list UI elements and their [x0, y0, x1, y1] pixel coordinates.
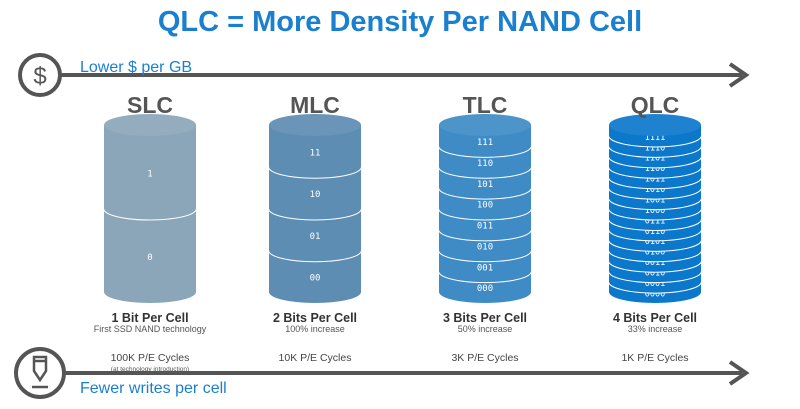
level-label: 011 — [477, 222, 493, 232]
top-axis-label: Lower $ per GB — [80, 59, 193, 76]
cell-level — [269, 125, 361, 178]
tech-name: QLC — [630, 92, 680, 118]
bottom-arrow — [60, 360, 750, 386]
level-label: 010 — [477, 242, 493, 252]
pe-cycles: 3K P/E Cycles — [451, 352, 519, 364]
cylinder-qlc: 0000000100100011010001010110011110001001… — [608, 114, 702, 303]
level-label: 1101 — [645, 154, 665, 164]
level-label: 1110 — [645, 143, 665, 153]
bits-per-cell: 4 Bits Per Cell — [612, 311, 698, 325]
tech-name: MLC — [290, 92, 340, 118]
bits-per-cell: 2 Bits Per Cell — [272, 311, 358, 325]
level-label: 1100 — [645, 164, 665, 174]
cylinder-tlc: 000 001 010 011 100 101 110 111 — [438, 114, 532, 303]
level-label: 01 — [310, 232, 321, 242]
cell-level — [269, 250, 361, 303]
bits-per-cell: 1 Bit Per Cell — [111, 311, 189, 325]
pencil-icon — [14, 347, 66, 399]
cylinder-top — [609, 114, 701, 136]
level-label: 0111 — [645, 216, 665, 226]
level-label: 1001 — [645, 195, 665, 205]
cylinder-mlc: 00 01 10 11 — [268, 114, 362, 303]
cylinder-top — [439, 114, 531, 136]
tech-note: 50% increase — [457, 324, 513, 334]
level-label: 0100 — [645, 248, 665, 258]
level-label: 000 — [477, 284, 493, 294]
dollar-icon: $ — [18, 53, 62, 97]
level-label: 0000 — [645, 289, 665, 299]
pe-note: (at technology introduction) — [110, 366, 190, 373]
level-label: 001 — [477, 263, 493, 273]
level-label: 11 — [310, 148, 321, 158]
level-label: 0 — [147, 253, 152, 263]
pe-cycles: 10K P/E Cycles — [278, 352, 352, 364]
level-label: 00 — [310, 274, 321, 284]
level-label: 110 — [477, 159, 493, 169]
level-label: 1010 — [645, 185, 665, 195]
level-label: 1 — [147, 169, 152, 179]
level-label: 0101 — [645, 237, 665, 247]
pe-cycles: 100K P/E Cycles — [110, 352, 190, 364]
svg-text:$: $ — [33, 63, 46, 90]
level-label: 1000 — [645, 206, 665, 216]
cell-level — [104, 208, 196, 303]
level-label: 1111 — [645, 133, 665, 143]
cylinder-top — [269, 114, 361, 136]
level-label: 100 — [477, 201, 493, 211]
pe-cycles: 1K P/E Cycles — [621, 352, 689, 364]
top-arrow — [60, 62, 750, 88]
cylinder-top — [104, 114, 196, 136]
cell-level — [104, 125, 196, 220]
level-label: 0001 — [645, 279, 665, 289]
level-label: 1011 — [645, 175, 665, 185]
cylinder-slc: 01 — [103, 114, 197, 303]
level-label: 10 — [310, 190, 321, 200]
bits-per-cell: 3 Bits Per Cell — [442, 311, 528, 325]
cell-level — [269, 208, 361, 262]
tech-name: SLC — [127, 92, 173, 118]
tech-note: 33% increase — [627, 324, 683, 334]
level-label: 111 — [477, 138, 493, 148]
page-title: QLC = More Density Per NAND Cell — [157, 6, 643, 38]
level-label: 101 — [477, 180, 493, 190]
level-label: 0010 — [645, 269, 665, 279]
bottom-axis-label: Fewer writes per cell — [80, 380, 227, 397]
tech-note: First SSD NAND technology — [93, 324, 207, 334]
cell-level — [269, 166, 361, 220]
tech-name: TLC — [462, 92, 508, 118]
tech-note: 100% increase — [285, 324, 345, 334]
level-label: 0011 — [645, 258, 665, 268]
level-label: 0110 — [645, 227, 665, 237]
